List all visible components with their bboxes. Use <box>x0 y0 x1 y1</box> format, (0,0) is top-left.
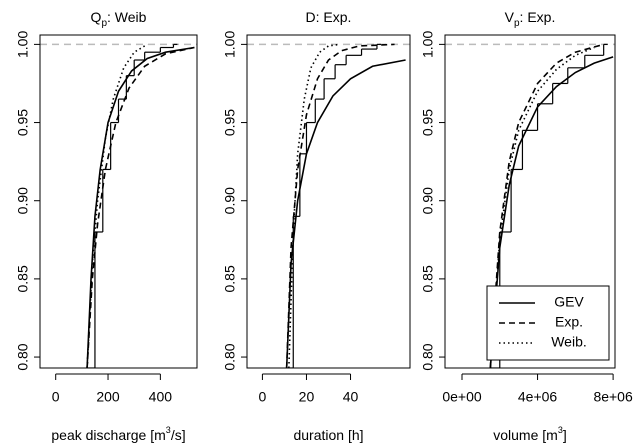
y-tick-label: 0.80 <box>420 343 436 370</box>
series-line <box>489 46 595 368</box>
y-tick-label: 1.00 <box>222 31 238 58</box>
plot-frame <box>444 34 616 369</box>
x-axis-label-part: peak discharge [m <box>51 427 165 443</box>
chart-title: Vp: Exp. <box>505 9 556 29</box>
x-axis-label: volume [m3] <box>493 425 566 442</box>
y-tick-label: 0.95 <box>222 109 238 136</box>
x-tick-label: 0 <box>259 389 267 405</box>
y-tick-label: 0.95 <box>15 109 31 136</box>
y-tick-label: 1.00 <box>420 31 436 58</box>
chart-title-part: : Exp. <box>520 9 556 25</box>
chart-title-part: D: Exp. <box>306 9 352 25</box>
x-axis-label: peak discharge [m3/s] <box>51 425 185 442</box>
legend-box <box>486 285 610 361</box>
chart-title-part: p <box>514 18 520 29</box>
plot-frame <box>39 34 198 369</box>
chart-title-part: V <box>505 9 515 25</box>
x-tick-label: 0 <box>52 389 60 405</box>
x-tick-label: 40 <box>343 389 359 405</box>
x-tick-label: 8e+06 <box>593 389 633 405</box>
x-axis-label-part: volume [m <box>493 427 558 443</box>
legend-label: Exp. <box>555 314 583 330</box>
x-tick-label: 200 <box>96 389 120 405</box>
x-axis-label-part: duration [h] <box>293 427 363 443</box>
series-line <box>285 43 395 368</box>
y-tick-label: 0.85 <box>15 265 31 292</box>
series-line <box>86 46 195 368</box>
x-tick-label: 4e+06 <box>518 389 558 405</box>
y-tick-label: 0.95 <box>420 109 436 136</box>
series-line <box>285 59 406 368</box>
chart-title-part: : Weib <box>107 9 147 25</box>
x-tick-label: 400 <box>149 389 173 405</box>
plot-area <box>285 43 406 368</box>
panel: Qp: Weib peak discharge [m3/s] 0.80 0.85 0.9… <box>15 9 198 443</box>
chart-title-part: Q <box>91 9 102 25</box>
panel: D: Exp. duration [h] 0.80 0.85 0.90 0.95 1.00 0… <box>222 9 411 443</box>
y-tick-label: 0.90 <box>420 187 436 214</box>
x-axis-label-part: 3 <box>166 425 171 435</box>
legend-label: GEV <box>554 294 584 310</box>
x-axis-label-part: ] <box>563 427 567 443</box>
plot-frame <box>246 34 411 369</box>
y-tick-label: 0.85 <box>420 265 436 292</box>
x-axis-label-part: /s] <box>171 427 186 443</box>
y-tick-label: 1.00 <box>15 31 31 58</box>
y-tick-label: 0.80 <box>15 343 31 370</box>
series-line <box>288 43 340 368</box>
y-tick-label: 0.90 <box>15 187 31 214</box>
y-tick-label: 0.85 <box>222 265 238 292</box>
x-tick-label: 20 <box>299 389 315 405</box>
x-tick-label: 0e+00 <box>442 389 482 405</box>
x-axis-label-part: 3 <box>558 425 563 435</box>
chart-title-part: p <box>101 18 107 29</box>
plot-area <box>86 43 195 368</box>
x-axis-label: duration [h] <box>293 427 363 443</box>
y-tick-label: 0.90 <box>222 187 238 214</box>
legend-label: Weib. <box>551 334 587 350</box>
chart-title: Qp: Weib <box>91 9 147 29</box>
panel: Vp: Exp. volume [m3] 0.80 0.85 0.90 0.95 1.00 0… <box>420 9 633 443</box>
chart-title: D: Exp. <box>306 9 352 25</box>
y-tick-label: 0.80 <box>222 343 238 370</box>
